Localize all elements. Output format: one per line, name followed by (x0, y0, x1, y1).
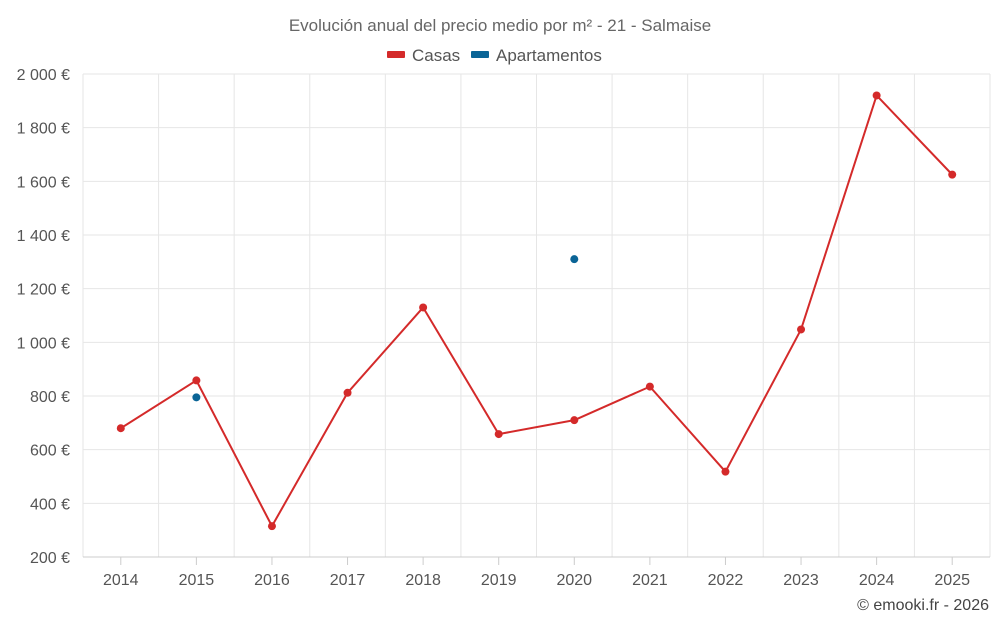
y-tick-label: 1 200 € (17, 282, 70, 299)
legend-label-apartamentos: Apartamentos (496, 46, 602, 65)
legend-item-apartamentos[interactable]: Apartamentos (471, 46, 602, 65)
data-point-casas[interactable] (419, 303, 428, 312)
x-tick-label: 2023 (783, 572, 819, 589)
data-point-casas[interactable] (872, 91, 881, 100)
data-point-casas[interactable] (645, 382, 654, 391)
x-tick-label: 2017 (330, 572, 366, 589)
x-axis: 2014 2015 2016 2017 2018 2019 2020 2021 2022 2023… (83, 556, 990, 589)
data-point-casas[interactable] (267, 522, 276, 531)
legend-item-casas[interactable]: Casas (387, 46, 460, 65)
legend-swatch-casas (387, 51, 405, 58)
y-tick-label: 1 400 € (17, 228, 70, 245)
x-tick-label: 2019 (481, 572, 517, 589)
x-tick-label: 2021 (632, 572, 668, 589)
data-point-apartamentos[interactable] (192, 393, 201, 402)
data-point-casas[interactable] (343, 388, 352, 397)
y-axis: 200 € 400 € 600 € 800 € 1 000 € 1 200 € 1 400 … (17, 67, 70, 567)
data-point-casas[interactable] (494, 430, 503, 439)
credit-text: © emooki.fr - 2026 (857, 597, 989, 614)
y-tick-label: 400 € (30, 496, 70, 513)
x-tick-label: 2015 (179, 572, 215, 589)
y-tick-label: 2 000 € (17, 67, 70, 84)
series-line-casas (120, 94, 953, 528)
chart-title: Evolución anual del precio medio por m² … (289, 16, 711, 35)
x-tick-label: 2016 (254, 572, 290, 589)
y-tick-label: 200 € (30, 550, 70, 567)
series (116, 91, 957, 531)
data-point-casas[interactable] (192, 376, 201, 385)
x-tick-label: 2025 (934, 572, 970, 589)
y-tick-label: 1 800 € (17, 121, 70, 138)
data-point-casas[interactable] (570, 416, 579, 425)
grid (82, 73, 991, 558)
legend: Casas Apartamentos (387, 46, 602, 65)
y-tick-label: 1 000 € (17, 335, 70, 352)
x-tick-label: 2022 (708, 572, 744, 589)
y-tick-label: 800 € (30, 389, 70, 406)
data-point-casas[interactable] (721, 467, 730, 476)
x-tick-label: 2024 (859, 572, 895, 589)
data-point-casas[interactable] (948, 170, 957, 179)
x-tick-label: 2018 (405, 572, 441, 589)
y-tick-label: 600 € (30, 443, 70, 460)
data-point-casas[interactable] (797, 325, 806, 334)
x-tick-label: 2020 (556, 572, 592, 589)
legend-label-casas: Casas (412, 46, 460, 65)
y-tick-label: 1 600 € (17, 174, 70, 191)
data-point-apartamentos[interactable] (570, 255, 579, 264)
x-tick-label: 2014 (103, 572, 139, 589)
legend-swatch-apartamentos (471, 51, 489, 58)
data-point-casas[interactable] (116, 424, 125, 433)
